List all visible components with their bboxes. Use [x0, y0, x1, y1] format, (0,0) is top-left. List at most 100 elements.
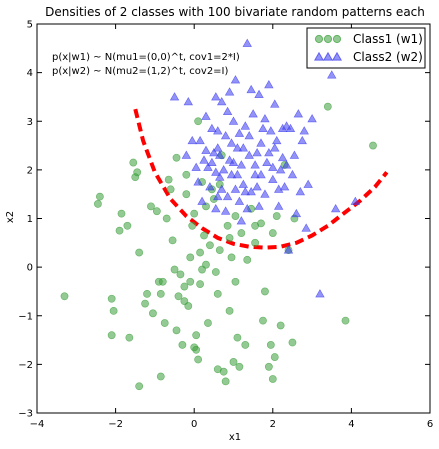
class1-point: [194, 355, 203, 364]
decision-boundary: [133, 108, 389, 250]
class1-point: [125, 333, 134, 342]
class2-point: [236, 216, 247, 225]
class1-point: [225, 306, 234, 315]
class1-point: [182, 170, 191, 179]
class1-point: [196, 280, 204, 289]
class2-point: [220, 206, 231, 215]
class1-point: [369, 141, 377, 150]
class2-point: [203, 162, 213, 171]
class2-point: [238, 179, 249, 188]
class1-point: [190, 209, 199, 218]
class2-point: [273, 201, 284, 210]
class1-point: [227, 253, 236, 262]
class1-point: [235, 362, 244, 371]
class1-point: [202, 260, 210, 269]
class2-point: [277, 152, 288, 162]
class1-point: [152, 207, 161, 216]
class1-point: [219, 367, 228, 376]
x-axis-label: x1: [229, 432, 241, 443]
chart-title: Densities of 2 classes with 100 bivariat…: [45, 5, 425, 19]
class2-point: [195, 135, 205, 145]
class1-point: [135, 382, 144, 391]
class1-point: [276, 321, 285, 330]
class2-point: [228, 157, 239, 167]
class2-point: [256, 138, 266, 147]
class2-point: [224, 87, 235, 96]
class2-point: [260, 114, 270, 123]
legend-label-class2: Class2 (w2): [353, 50, 423, 64]
class2-point: [205, 182, 215, 191]
class2-point: [273, 184, 284, 193]
class1-point: [174, 292, 183, 301]
class1-point: [186, 277, 195, 286]
class1-point: [223, 221, 232, 230]
class1-point: [323, 102, 332, 111]
class2-point: [315, 289, 325, 298]
class1-point: [194, 117, 203, 126]
class2-point: [287, 169, 298, 179]
class2-point: [268, 162, 278, 171]
y-tick-label: 0: [27, 263, 33, 274]
class2-point: [275, 165, 286, 174]
class2-point: [297, 135, 307, 145]
class2-point: [169, 92, 180, 101]
class2-point: [268, 174, 278, 184]
y-tick-label: 4: [27, 68, 33, 79]
class2-point: [244, 131, 254, 140]
class1-point: [341, 316, 350, 325]
class2-point: [293, 109, 304, 118]
class1-point: [147, 202, 155, 211]
class2-point: [279, 182, 290, 191]
class1-point: [109, 306, 118, 315]
class2-point: [234, 128, 245, 137]
class1-point: [178, 341, 187, 349]
legend-label-class1: Class1 (w1): [353, 32, 423, 46]
class2-point: [191, 162, 201, 171]
class1-point: [172, 153, 181, 162]
class2-point: [193, 177, 203, 186]
class2-point: [281, 160, 292, 169]
class1-point: [133, 168, 142, 177]
class2-point: [201, 111, 211, 120]
class2-point: [307, 114, 317, 123]
class2-point: [258, 123, 268, 132]
legend-marker-class2: [313, 51, 325, 61]
class2-point: [250, 169, 260, 179]
class2-point: [295, 186, 306, 196]
class2-point: [264, 148, 274, 157]
annotation-class2: p(x|w2) ~ N(mu2=(1,2)^t, cov2=I): [52, 66, 229, 77]
class2-point: [254, 89, 264, 98]
x-tick-label: −4: [30, 419, 45, 430]
class1-point: [182, 190, 191, 199]
class1-point: [268, 229, 277, 237]
legend-marker-class2: [331, 51, 343, 61]
class2-point: [197, 196, 207, 205]
class2-point: [236, 160, 247, 169]
class2-point: [216, 96, 227, 106]
y-tick-label: −1: [18, 311, 33, 322]
class1-point: [141, 299, 149, 308]
class2-point: [218, 165, 229, 174]
class2-point: [183, 96, 194, 106]
x-tick-label: 2: [270, 419, 276, 430]
class2-point: [230, 184, 241, 193]
class1-point: [129, 158, 138, 167]
class2-point: [201, 145, 211, 154]
class2-point: [232, 143, 243, 152]
class1-point: [211, 268, 220, 276]
class1-point: [264, 362, 273, 371]
class2-point: [230, 75, 241, 84]
class1-point: [251, 238, 260, 247]
class2-point: [187, 135, 197, 145]
class1-point: [204, 319, 212, 327]
legend-box: [306, 27, 426, 69]
class2-point: [299, 126, 309, 135]
class1-point: [123, 221, 132, 230]
class2-point: [327, 70, 337, 79]
class2-point: [181, 150, 192, 159]
class1-point: [261, 287, 269, 296]
class2-point: [254, 201, 264, 210]
class1-point: [94, 200, 102, 208]
class2-point: [283, 245, 294, 254]
